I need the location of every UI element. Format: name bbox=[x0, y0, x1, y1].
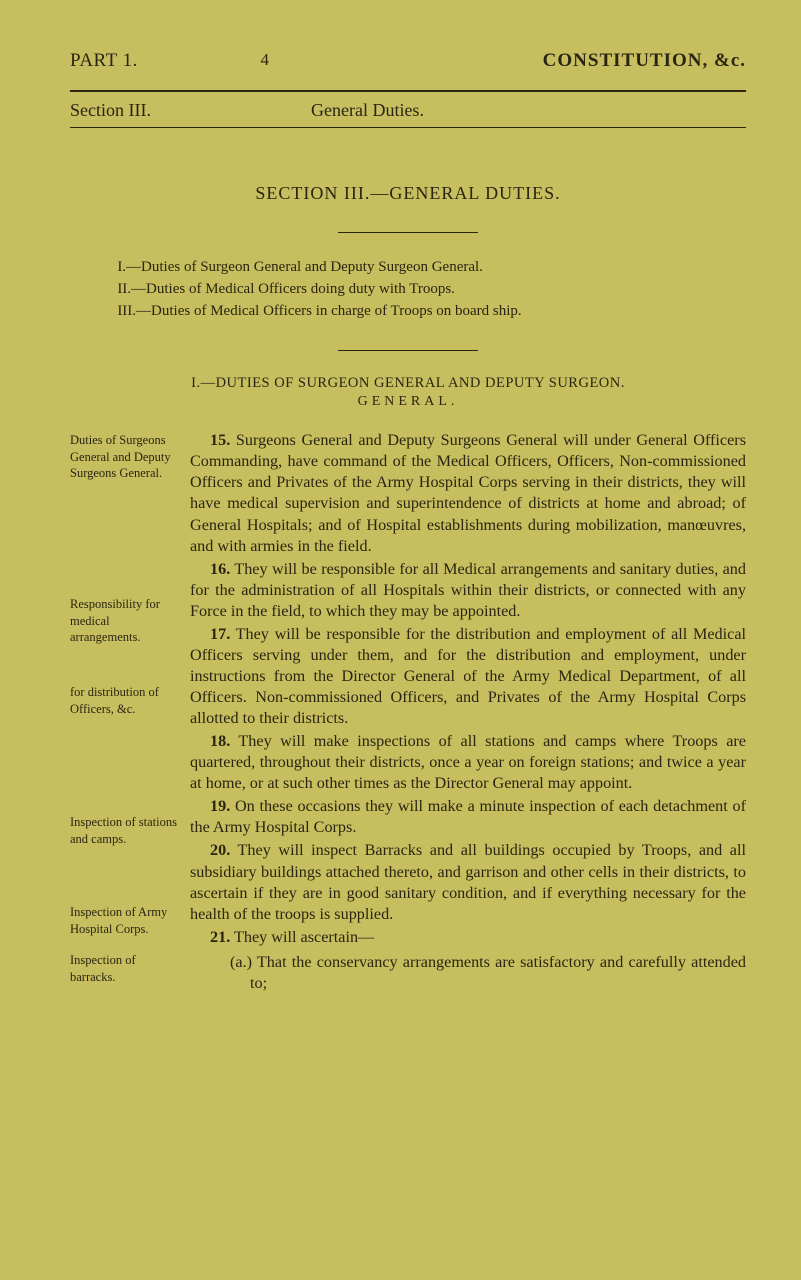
header-part: PART 1. bbox=[70, 50, 138, 72]
margin-note-5: Inspection of Army Hospi­tal Corps. bbox=[70, 904, 178, 946]
margin-note-4: Inspection of stations and camps. bbox=[70, 814, 178, 898]
para-20: 20. They will inspect Barracks and all b… bbox=[190, 840, 746, 924]
running-header: PART 1. 4 CONSTITUTION, &c. bbox=[70, 50, 746, 72]
toc-line-3: III.—Duties of Medical Officers in charg… bbox=[117, 301, 698, 323]
toc-block: I.—Duties of Surgeon General and Deputy … bbox=[117, 257, 698, 322]
para-21a: (a.) That the conservancy arrangements a… bbox=[190, 952, 746, 994]
section-label: Section III. bbox=[70, 100, 151, 121]
page-number: 4 bbox=[261, 50, 270, 70]
para-17: 17. They will be responsible for the dis… bbox=[190, 624, 746, 729]
subheading: I.—DUTIES OF SURGEON GENERAL AND DEPUTY … bbox=[70, 375, 746, 392]
header-title: CONSTITUTION, &c. bbox=[543, 50, 746, 72]
margin-note-2: Responsibility for medical arrangements. bbox=[70, 596, 178, 678]
para-21: 21. They will ascertain— bbox=[190, 927, 746, 948]
para-19: 19. On these occasions they will make a … bbox=[190, 796, 746, 838]
divider-short-1 bbox=[338, 232, 478, 233]
margin-notes-column: Duties of Surgeons General and Deputy Su… bbox=[70, 430, 178, 1010]
subheading-2: GENERAL. bbox=[70, 394, 746, 410]
main-text-column: 15. Surgeons General and Deputy Surgeons… bbox=[190, 430, 746, 1010]
rule-top bbox=[70, 90, 746, 92]
margin-note-6: Inspection of barracks. bbox=[70, 952, 178, 985]
para-15: 15. Surgeons General and Deputy Surgeons… bbox=[190, 430, 746, 556]
margin-note-1: Duties of Surgeons General and Deputy Su… bbox=[70, 432, 178, 590]
section-subject: General Duties. bbox=[311, 100, 424, 121]
page: PART 1. 4 CONSTITUTION, &c. Section III.… bbox=[0, 0, 801, 1280]
toc-line-1: I.—Duties of Surgeon General and Deputy … bbox=[117, 257, 698, 279]
rule-under-section bbox=[70, 127, 746, 128]
margin-note-3: for distribu­tion of Officers, &c. bbox=[70, 684, 178, 808]
toc-line-2: II.—Duties of Medical Officers doing dut… bbox=[117, 279, 698, 301]
section-header-row: Section III. General Duties. bbox=[70, 100, 746, 121]
section-title: SECTION III.—GENERAL DUTIES. bbox=[70, 183, 746, 204]
body-columns: Duties of Surgeons General and Deputy Su… bbox=[70, 430, 746, 1010]
para-16: 16. They will be responsible for all Med… bbox=[190, 559, 746, 622]
divider-short-2 bbox=[338, 350, 478, 351]
para-18: 18. They will make inspections of all st… bbox=[190, 731, 746, 794]
